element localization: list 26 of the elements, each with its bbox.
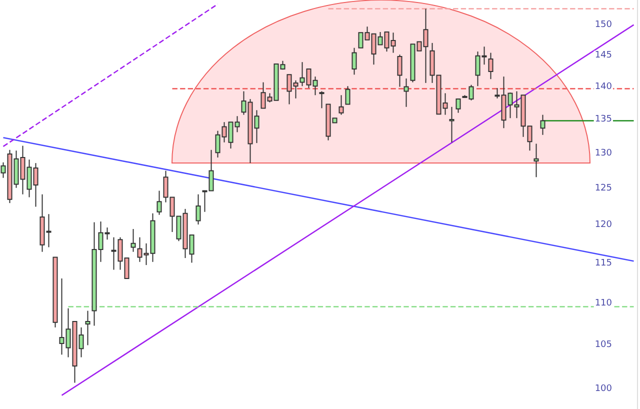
y-tick-label: 115: [594, 258, 612, 268]
candlestick: [488, 52, 494, 80]
y-tick-label: 125: [594, 184, 612, 194]
candlestick: [319, 90, 324, 109]
y-tick-label: 145: [594, 50, 612, 60]
candlestick: [352, 47, 357, 76]
y-tick-label: 130: [594, 148, 612, 158]
candlestick: [345, 86, 350, 105]
y-tick-label: 140: [594, 82, 612, 92]
candlestick: [130, 228, 136, 252]
y-tick-label: 150: [594, 20, 612, 30]
candlestick: [404, 78, 409, 108]
candlestick: [534, 143, 539, 178]
y-tick-label: 100: [594, 384, 612, 394]
candlestick: [540, 114, 546, 136]
y-tick-label: 120: [594, 220, 612, 230]
candlestick: [338, 94, 344, 116]
y-tick-label: 105: [594, 340, 612, 350]
y-tick-label: 135: [594, 114, 612, 124]
candlestick: [156, 190, 162, 216]
candlestick: [449, 106, 454, 143]
y-tick-label: 110: [594, 298, 612, 308]
candlestick: [196, 194, 201, 225]
candlestick: [397, 54, 402, 88]
candlestick: [85, 310, 90, 346]
candlestick: [456, 98, 461, 114]
